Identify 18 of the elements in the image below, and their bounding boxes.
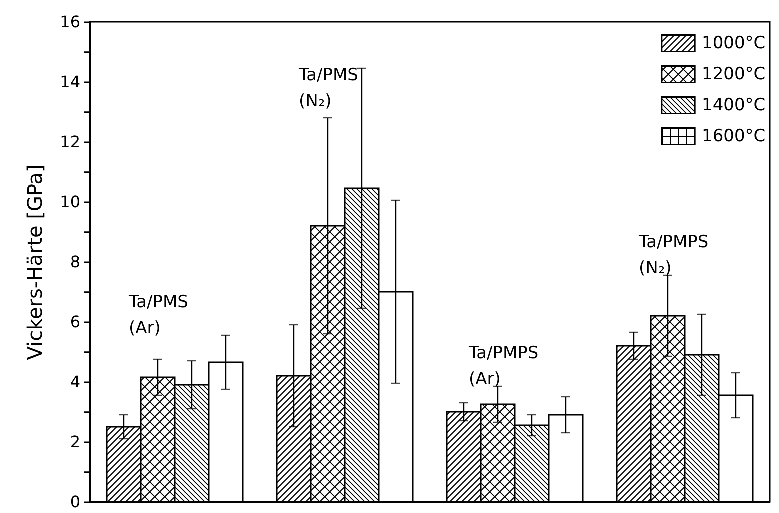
legend-label: 1200°C xyxy=(702,64,766,84)
y-tick-label: 12 xyxy=(60,132,80,152)
annotation: Ta/PMPS (Ar) xyxy=(468,344,539,390)
y-tick-label: 4 xyxy=(70,372,80,392)
y-tick-label: 6 xyxy=(70,312,80,332)
y-tick-label: 14 xyxy=(60,72,80,92)
y-tick-label: 8 xyxy=(70,252,80,272)
y-tick-label: 2 xyxy=(70,432,80,452)
y-axis-title: Vickers-Härte [GPa] xyxy=(23,164,48,360)
y-tick-label: 16 xyxy=(60,12,80,32)
y-tick-label: 0 xyxy=(70,492,80,512)
annotation: Ta/PMPS (N₂) xyxy=(638,232,709,278)
y-tick-label: 10 xyxy=(60,192,80,212)
legend-label: 1600°C xyxy=(702,126,766,146)
annotation: Ta/PMS (Ar) xyxy=(128,292,188,338)
annotation: Ta/PMS (N₂) xyxy=(298,65,358,112)
legend-label: 1400°C xyxy=(702,96,766,116)
legend-label: 1000°C xyxy=(702,34,766,54)
